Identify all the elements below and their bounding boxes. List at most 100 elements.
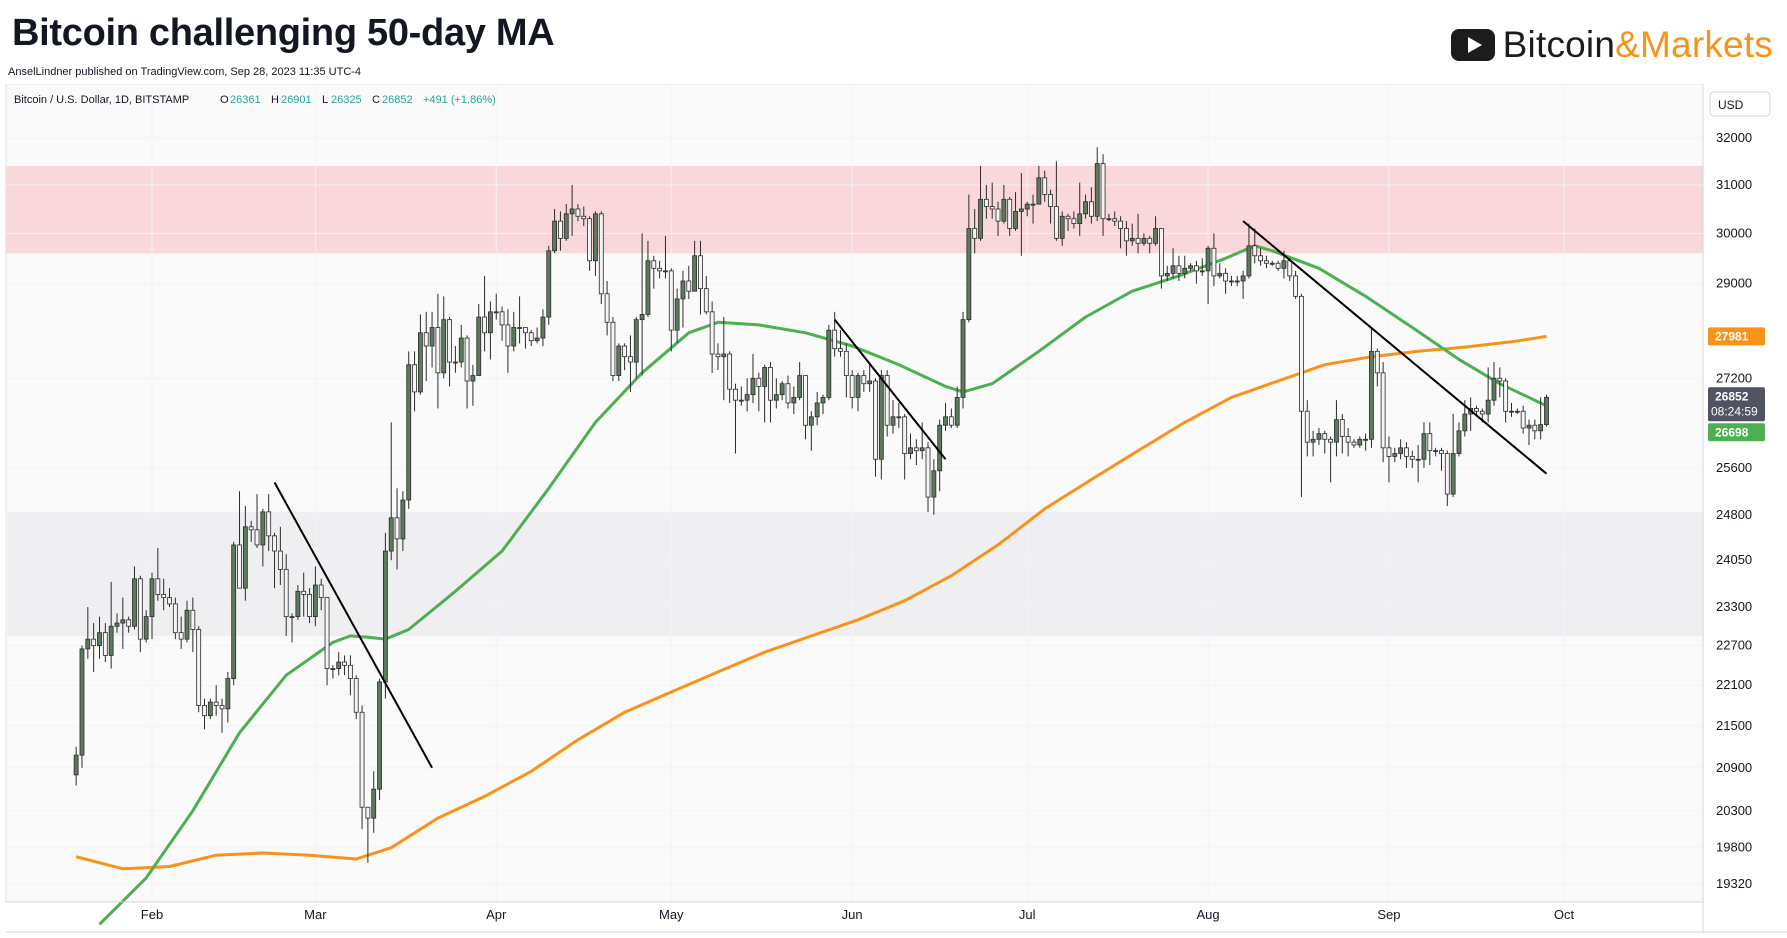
candle bbox=[616, 343, 622, 381]
candle-body bbox=[365, 806, 371, 819]
candle-body bbox=[1281, 260, 1287, 269]
x-tick-label: Mar bbox=[304, 907, 327, 922]
candle-body bbox=[1474, 408, 1479, 412]
candle-body bbox=[272, 535, 277, 552]
candle bbox=[925, 442, 931, 512]
candle bbox=[1194, 260, 1199, 284]
y-tick-label: 25600 bbox=[1716, 460, 1752, 475]
trendlines-layer bbox=[273, 220, 1548, 769]
candle bbox=[388, 422, 394, 561]
y-axis-labels: 32000 31000 30000 29000 27200 25600 24800 24050… bbox=[1716, 130, 1752, 891]
candle-body bbox=[628, 356, 633, 363]
candle-body bbox=[143, 616, 149, 640]
candle-body bbox=[488, 311, 493, 334]
candle-body bbox=[102, 632, 108, 656]
candle bbox=[1053, 161, 1059, 241]
candle-body bbox=[1001, 198, 1007, 222]
candle bbox=[1369, 327, 1374, 448]
candle bbox=[558, 211, 563, 251]
candle-body bbox=[1030, 203, 1036, 206]
candle-body bbox=[1217, 272, 1223, 277]
candle bbox=[820, 394, 826, 415]
price-chart[interactable]: 32000 31000 30000 29000 27200 25600 24800 24050… bbox=[0, 84, 1787, 934]
candle bbox=[400, 491, 406, 552]
candle-body bbox=[347, 664, 353, 679]
candle-body bbox=[242, 526, 248, 589]
candle-body bbox=[406, 364, 412, 501]
candle-body bbox=[1328, 438, 1334, 443]
currency-button[interactable]: USD bbox=[1709, 91, 1771, 117]
brand-logo: Bitcoin&Markets bbox=[1450, 24, 1773, 66]
candle bbox=[1234, 275, 1240, 287]
candle-body bbox=[260, 511, 266, 546]
y-tick-label: 32000 bbox=[1716, 130, 1752, 145]
candle bbox=[750, 354, 756, 403]
y-tick-label: 20900 bbox=[1716, 760, 1752, 775]
candle bbox=[219, 698, 225, 733]
candle-body bbox=[838, 348, 843, 352]
candle bbox=[1304, 400, 1310, 457]
trendline bbox=[1242, 220, 1548, 475]
candle-body bbox=[237, 544, 242, 589]
candle-body bbox=[441, 319, 447, 374]
candle-body bbox=[931, 470, 937, 498]
candle-body bbox=[458, 337, 464, 363]
candle-body bbox=[552, 220, 557, 252]
candle bbox=[108, 581, 114, 669]
candle-body bbox=[727, 353, 733, 390]
candle-body bbox=[1269, 262, 1275, 265]
candle bbox=[435, 293, 441, 409]
currency-label: USD bbox=[1718, 98, 1744, 112]
candle bbox=[692, 240, 698, 292]
candle bbox=[423, 311, 429, 381]
grid-lines bbox=[6, 84, 1703, 902]
legend-low-label: L bbox=[322, 94, 328, 106]
candle bbox=[1164, 265, 1170, 281]
candle-body bbox=[1322, 433, 1328, 440]
candle bbox=[1275, 260, 1281, 271]
candle bbox=[342, 655, 347, 676]
y-tick-label: 20300 bbox=[1716, 803, 1752, 818]
candle-body bbox=[1048, 194, 1053, 207]
candle bbox=[172, 597, 178, 640]
candle bbox=[511, 311, 517, 352]
candle-body bbox=[709, 311, 715, 355]
candle-body bbox=[155, 578, 161, 595]
candle bbox=[948, 408, 954, 429]
candle bbox=[908, 433, 913, 460]
candle bbox=[1001, 184, 1007, 224]
candle bbox=[1386, 436, 1392, 483]
candle bbox=[960, 311, 966, 409]
candle bbox=[184, 600, 190, 643]
candle-body bbox=[1497, 377, 1503, 382]
candle bbox=[318, 578, 324, 611]
candle-body bbox=[1316, 433, 1322, 440]
candle bbox=[1024, 201, 1030, 217]
axes bbox=[6, 84, 1787, 933]
candle bbox=[1491, 362, 1497, 406]
candle bbox=[1106, 213, 1112, 222]
candle-body bbox=[1229, 280, 1234, 283]
candle-body bbox=[377, 681, 382, 790]
candle bbox=[1514, 408, 1520, 415]
candle bbox=[190, 597, 196, 653]
candle-body bbox=[1538, 424, 1544, 432]
candle-body bbox=[1526, 424, 1532, 429]
candle bbox=[482, 275, 487, 352]
candle bbox=[161, 578, 167, 611]
candle bbox=[884, 370, 890, 437]
candle bbox=[73, 746, 79, 786]
candle-body bbox=[1013, 211, 1018, 229]
candle-body bbox=[878, 375, 884, 460]
candle bbox=[1088, 187, 1094, 224]
candle-body bbox=[289, 616, 295, 619]
candle-body bbox=[604, 293, 610, 323]
candle bbox=[1339, 414, 1345, 454]
candle bbox=[552, 208, 557, 254]
candle bbox=[978, 165, 983, 241]
candle-body bbox=[715, 353, 721, 358]
candle bbox=[458, 324, 464, 368]
support-zone bbox=[6, 511, 1703, 636]
legend-symbol: Bitcoin / U.S. Dollar, 1D, BITSTAMP bbox=[14, 94, 189, 106]
candle bbox=[178, 616, 184, 649]
